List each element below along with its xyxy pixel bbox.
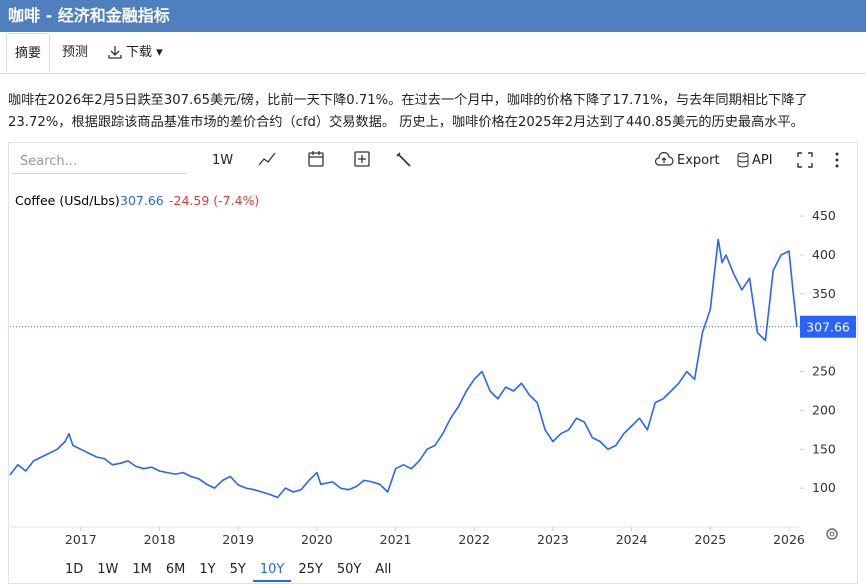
x-tick-label: 2025 <box>694 532 726 547</box>
range-button[interactable]: 1Y <box>199 562 216 577</box>
api-icon <box>737 152 749 168</box>
range-button[interactable]: All <box>375 562 392 577</box>
x-tick-label: 2017 <box>65 532 97 547</box>
range-button[interactable]: 1W <box>97 562 119 577</box>
range-button[interactable]: 1D <box>65 562 84 577</box>
add-icon[interactable] <box>353 150 371 168</box>
tab[interactable]: 摘要 <box>6 33 51 73</box>
range-button[interactable]: 6M <box>165 562 186 577</box>
y-tick-label: 450 <box>812 208 836 223</box>
range-button[interactable]: 10Y <box>252 558 292 582</box>
legend-last-value: 307.66 <box>120 193 164 208</box>
y-tick-label: 350 <box>812 286 836 301</box>
y-tick-label: 200 <box>812 402 836 417</box>
tab[interactable]: 预测 <box>62 45 89 60</box>
interval-button[interactable]: 1W <box>212 153 234 168</box>
fullscreen-icon[interactable] <box>796 151 814 169</box>
price-line <box>9 238 798 499</box>
export-button[interactable]: Export <box>677 153 720 168</box>
x-tick-label: 2022 <box>458 532 490 547</box>
export-icon <box>654 152 674 166</box>
x-tick-label: 2019 <box>222 532 254 547</box>
last-value-badge <box>800 315 856 338</box>
legend-name: Coffee (USd/Lbs) <box>15 193 120 208</box>
chart-type-icon[interactable] <box>258 152 278 168</box>
calendar-icon[interactable] <box>307 150 325 168</box>
page-title: 咖啡 - 经济和金融指标 <box>8 6 170 25</box>
x-tick-label: 2026 <box>773 532 805 547</box>
chart: Coffee (USd/Lbs) 307.66 -24.59 (-7.4%) 1… <box>9 193 856 547</box>
range-bar: 1D 1W 1M 6M 1Y 5Y 10Y 25Y 50Y All <box>58 558 398 582</box>
y-tick-label: 400 <box>812 247 836 262</box>
x-tick-label: 2020 <box>301 532 333 547</box>
summary-text: 咖啡在2026年2月5日跌至307.65美元/磅，比前一天下降0.71%。在过去… <box>8 93 808 130</box>
range-button[interactable]: 50Y <box>336 562 362 577</box>
y-tick-label: 100 <box>812 480 836 495</box>
range-button[interactable]: 1M <box>132 562 152 577</box>
tools-icon[interactable] <box>395 151 413 169</box>
tab-label: 下载 <box>126 45 153 60</box>
download-icon <box>108 46 122 59</box>
y-tick-label: 250 <box>812 364 836 379</box>
range-button[interactable]: 25Y <box>298 562 323 577</box>
api-button[interactable]: API <box>752 153 773 168</box>
range-button[interactable]: 5Y <box>229 562 246 577</box>
search-input[interactable]: Search... <box>12 150 187 174</box>
title-bar: 咖啡 - 经济和金融指标 <box>0 0 866 32</box>
x-tick-label: 2024 <box>616 532 648 547</box>
x-tick-label: 2023 <box>537 532 569 547</box>
y-tick-label: 150 <box>812 441 836 456</box>
x-tick-label: 2021 <box>380 532 412 547</box>
x-tick-label: 2018 <box>144 532 176 547</box>
settings-icon[interactable] <box>826 528 838 540</box>
tab-download[interactable]: 下载 ▾ <box>126 45 163 60</box>
legend-change: -24.59 (-7.4%) <box>169 193 259 208</box>
menu-icon[interactable] <box>832 151 842 169</box>
last-value-label: 307.66 <box>806 320 850 335</box>
tab-bar: 摘要 预测 下载 ▾ <box>0 33 866 74</box>
